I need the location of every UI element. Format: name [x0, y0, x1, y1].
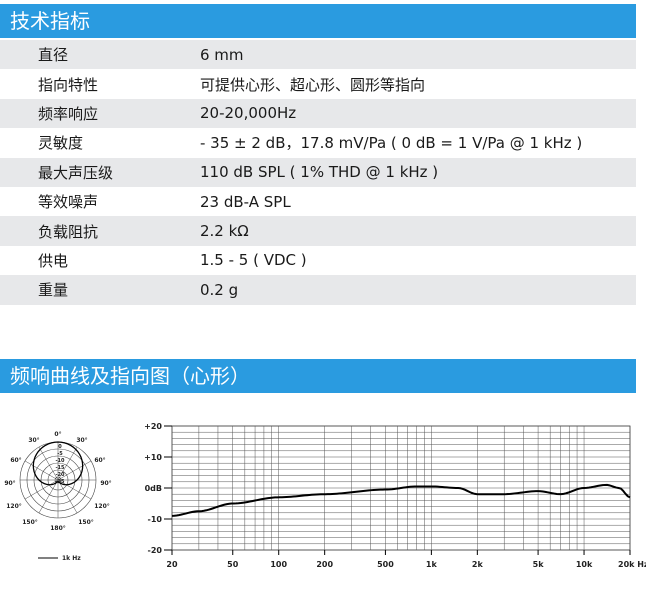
polar-angle-label: 30°	[76, 437, 87, 444]
charts-title: 频响曲线及指向图（心形）	[10, 364, 250, 388]
spec-row: 负载阻抗 2.2 kΩ	[0, 216, 636, 246]
spec-label: 指向特性	[38, 75, 99, 94]
spec-row: 最大声压级 110 dB SPL ( 1% THD @ 1 kHz )	[0, 157, 636, 187]
polar-angle-label: 90°	[4, 480, 15, 487]
spec-value: 2.2 kΩ	[200, 222, 249, 241]
spec-value: - 35 ± 2 dB，17.8 mV/Pa ( 0 dB = 1 V/Pa @…	[200, 134, 583, 153]
x-tick-label: 10k	[576, 560, 593, 569]
spec-value: 6 mm	[200, 45, 244, 64]
y-tick-label: 0dB	[145, 484, 162, 493]
spec-row: 直径 6 mm	[0, 40, 636, 70]
spec-row: 灵敏度 - 35 ± 2 dB，17.8 mV/Pa ( 0 dB = 1 V/P…	[0, 128, 636, 158]
spec-row: 频率响应 20-20,000Hz	[0, 98, 636, 129]
polar-spoke	[57, 446, 78, 481]
polar-spoke	[57, 479, 78, 514]
polar-spoke	[24, 460, 59, 481]
spec-value: 23 dB-A SPL	[200, 192, 291, 211]
spec-value: 1.5 - 5 ( VDC )	[200, 251, 307, 270]
polar-spoke	[57, 479, 92, 500]
spec-label: 负载阻抗	[38, 222, 99, 241]
spec-row: 供电 1.5 - 5 ( VDC )	[0, 245, 636, 276]
x-tick-label: 5k	[533, 560, 545, 569]
polar-ring-label: 0	[58, 444, 62, 450]
polar-ring-label: -5	[57, 451, 63, 457]
polar-ring-label: -20	[55, 472, 65, 478]
x-tick-label: 100	[270, 560, 287, 569]
spec-label: 直径	[38, 46, 69, 65]
specs-header: 技术指标	[0, 4, 636, 38]
charts-area: 0° 30° 30° 60° 60° 90° 90° 120° 120° 150° 150° 180°…	[4, 422, 646, 569]
spec-value: 0.2 g	[200, 280, 239, 299]
spec-row: 重量 0.2 g	[0, 275, 636, 305]
x-tick-label: 1k	[426, 560, 438, 569]
polar-spoke	[38, 446, 59, 481]
spec-label: 最大声压级	[38, 163, 114, 182]
polar-angle-label: 150°	[22, 519, 38, 526]
spec-label: 重量	[38, 281, 69, 300]
polar-ring-label: -10	[55, 458, 65, 464]
spec-value: 可提供心形、超心形、圆形等指向	[200, 75, 426, 94]
x-tick-label: 200	[316, 560, 333, 569]
spec-value: 20-20,000Hz	[200, 104, 297, 123]
spec-label: 频率响应	[38, 104, 99, 123]
spec-value: 110 dB SPL ( 1% THD @ 1 kHz )	[200, 163, 439, 182]
frequency-response-curve	[171, 483, 631, 517]
y-tick-label: +20	[144, 422, 162, 431]
specs-title: 技术指标	[10, 9, 90, 33]
spec-label: 供电	[38, 251, 69, 270]
polar-angle-label: 120°	[94, 503, 110, 510]
charts-header: 频响曲线及指向图（心形）	[0, 359, 636, 393]
polar-angle-label: 60°	[10, 457, 21, 464]
polar-angle-label: 60°	[94, 457, 105, 464]
spec-label: 灵敏度	[38, 134, 84, 153]
polar-spoke	[38, 479, 59, 514]
x-tick-label: 20	[166, 560, 178, 569]
y-tick-label: +10	[144, 453, 162, 462]
polar-angle-label: 120°	[6, 503, 22, 510]
polar-angle-label: 150°	[78, 519, 94, 526]
polar-legend-label: 1k Hz	[62, 555, 81, 562]
polar-angle-label: 0°	[54, 431, 61, 438]
spec-label: 等效噪声	[38, 193, 99, 212]
polar-ring-label: -15	[55, 465, 65, 471]
polar-spoke	[24, 479, 59, 500]
y-tick-label: -20	[148, 546, 163, 555]
spec-row: 指向特性 可提供心形、超心形、圆形等指向	[0, 69, 636, 99]
cardioid-pattern-curve	[32, 441, 84, 486]
x-tick-label: 50	[227, 560, 239, 569]
polar-angle-label: 30°	[28, 437, 39, 444]
polar-angle-label: 90°	[100, 480, 111, 487]
x-tick-label: 20k Hz	[618, 560, 646, 569]
specs-table: 直径 6 mm 指向特性 可提供心形、超心形、圆形等指向频率响应 20-20,000Hz…	[0, 40, 636, 305]
polar-ring-label: -25	[55, 479, 65, 485]
polar-pattern-chart: 0° 30° 30° 60° 60° 90° 90° 120° 120° 150° 150° 180°…	[4, 431, 111, 562]
polar-spoke	[57, 460, 92, 481]
spec-row: 等效噪声 23 dB-A SPL	[0, 186, 636, 217]
x-tick-label: 500	[377, 560, 394, 569]
polar-angle-label: 180°	[50, 525, 66, 532]
x-tick-label: 2k	[472, 560, 484, 569]
y-tick-label: -10	[148, 515, 163, 524]
